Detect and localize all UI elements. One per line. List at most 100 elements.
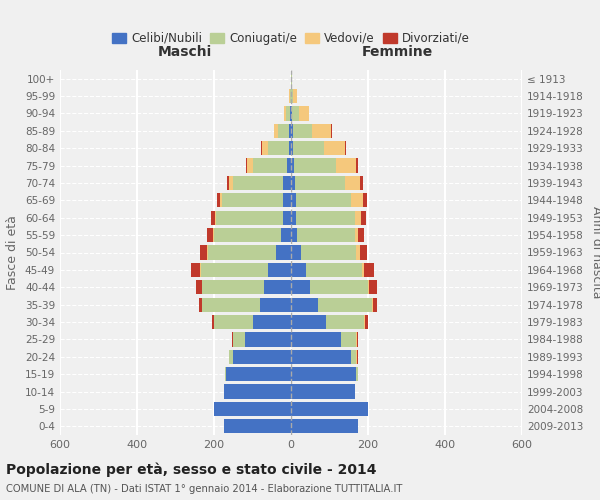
Bar	[281, 228, 291, 242]
Bar	[284, 106, 286, 120]
Bar	[214, 402, 291, 416]
Bar	[291, 141, 293, 156]
Bar	[368, 280, 369, 294]
Bar	[283, 193, 291, 208]
Bar	[291, 124, 293, 138]
Bar	[297, 228, 355, 242]
Bar	[372, 298, 373, 312]
Bar	[296, 193, 352, 208]
Bar	[214, 315, 253, 329]
Bar	[356, 367, 358, 382]
Bar	[232, 332, 233, 346]
Bar	[227, 176, 229, 190]
Bar	[293, 141, 324, 156]
Bar	[229, 350, 233, 364]
Bar	[359, 246, 367, 260]
Bar	[363, 193, 367, 208]
Bar	[291, 158, 294, 172]
Bar	[291, 263, 307, 277]
Text: Femmine: Femmine	[362, 45, 433, 59]
Bar	[253, 158, 287, 172]
Bar	[296, 210, 355, 225]
Bar	[291, 332, 341, 346]
Bar	[358, 228, 364, 242]
Bar	[357, 332, 358, 346]
Legend: Celibi/Nubili, Coniugati/e, Vedovi/e, Divorziati/e: Celibi/Nubili, Coniugati/e, Vedovi/e, Di…	[109, 28, 473, 48]
Bar	[318, 298, 372, 312]
Bar	[291, 210, 296, 225]
Bar	[291, 193, 296, 208]
Bar	[337, 158, 356, 172]
Text: Popolazione per età, sesso e stato civile - 2014: Popolazione per età, sesso e stato civil…	[6, 462, 377, 477]
Bar	[307, 263, 362, 277]
Bar	[356, 158, 358, 172]
Bar	[211, 210, 215, 225]
Bar	[283, 176, 291, 190]
Bar	[364, 315, 365, 329]
Bar	[291, 350, 350, 364]
Bar	[247, 158, 253, 172]
Bar	[364, 263, 374, 277]
Bar	[294, 158, 337, 172]
Bar	[226, 367, 291, 382]
Bar	[324, 141, 345, 156]
Bar	[213, 228, 214, 242]
Bar	[361, 210, 365, 225]
Bar	[373, 298, 377, 312]
Bar	[291, 419, 358, 434]
Bar	[202, 280, 264, 294]
Bar	[191, 263, 200, 277]
Bar	[262, 141, 268, 156]
Bar	[233, 176, 283, 190]
Bar	[253, 315, 291, 329]
Bar	[355, 228, 358, 242]
Bar	[369, 280, 377, 294]
Bar	[212, 315, 214, 329]
Bar	[208, 228, 213, 242]
Bar	[356, 246, 359, 260]
Bar	[208, 246, 275, 260]
Bar	[350, 350, 356, 364]
Bar	[245, 332, 291, 346]
Bar	[199, 298, 202, 312]
Text: COMUNE DI ALA (TN) - Dati ISTAT 1° gennaio 2014 - Elaborazione TUTTITALIA.IT: COMUNE DI ALA (TN) - Dati ISTAT 1° genna…	[6, 484, 403, 494]
Bar	[264, 280, 291, 294]
Bar	[196, 280, 202, 294]
Bar	[291, 367, 356, 382]
Bar	[310, 280, 368, 294]
Bar	[289, 141, 291, 156]
Bar	[291, 106, 292, 120]
Y-axis label: Fasce di età: Fasce di età	[7, 215, 19, 290]
Bar	[216, 210, 283, 225]
Bar	[286, 106, 290, 120]
Bar	[233, 350, 291, 364]
Bar	[291, 384, 355, 398]
Bar	[345, 176, 360, 190]
Bar	[233, 332, 245, 346]
Bar	[341, 332, 356, 346]
Bar	[290, 106, 291, 120]
Bar	[268, 263, 291, 277]
Bar	[292, 89, 293, 103]
Bar	[224, 419, 291, 434]
Bar	[295, 176, 345, 190]
Bar	[220, 193, 222, 208]
Bar	[291, 246, 301, 260]
Bar	[200, 246, 208, 260]
Bar	[287, 158, 291, 172]
Bar	[215, 210, 216, 225]
Bar	[274, 124, 278, 138]
Bar	[224, 384, 291, 398]
Bar	[283, 210, 291, 225]
Bar	[293, 124, 312, 138]
Bar	[225, 367, 226, 382]
Bar	[355, 210, 361, 225]
Bar	[357, 350, 358, 364]
Bar	[312, 124, 331, 138]
Bar	[360, 176, 364, 190]
Bar	[202, 298, 260, 312]
Bar	[217, 193, 220, 208]
Bar	[278, 124, 289, 138]
Bar	[356, 332, 357, 346]
Bar	[362, 263, 364, 277]
